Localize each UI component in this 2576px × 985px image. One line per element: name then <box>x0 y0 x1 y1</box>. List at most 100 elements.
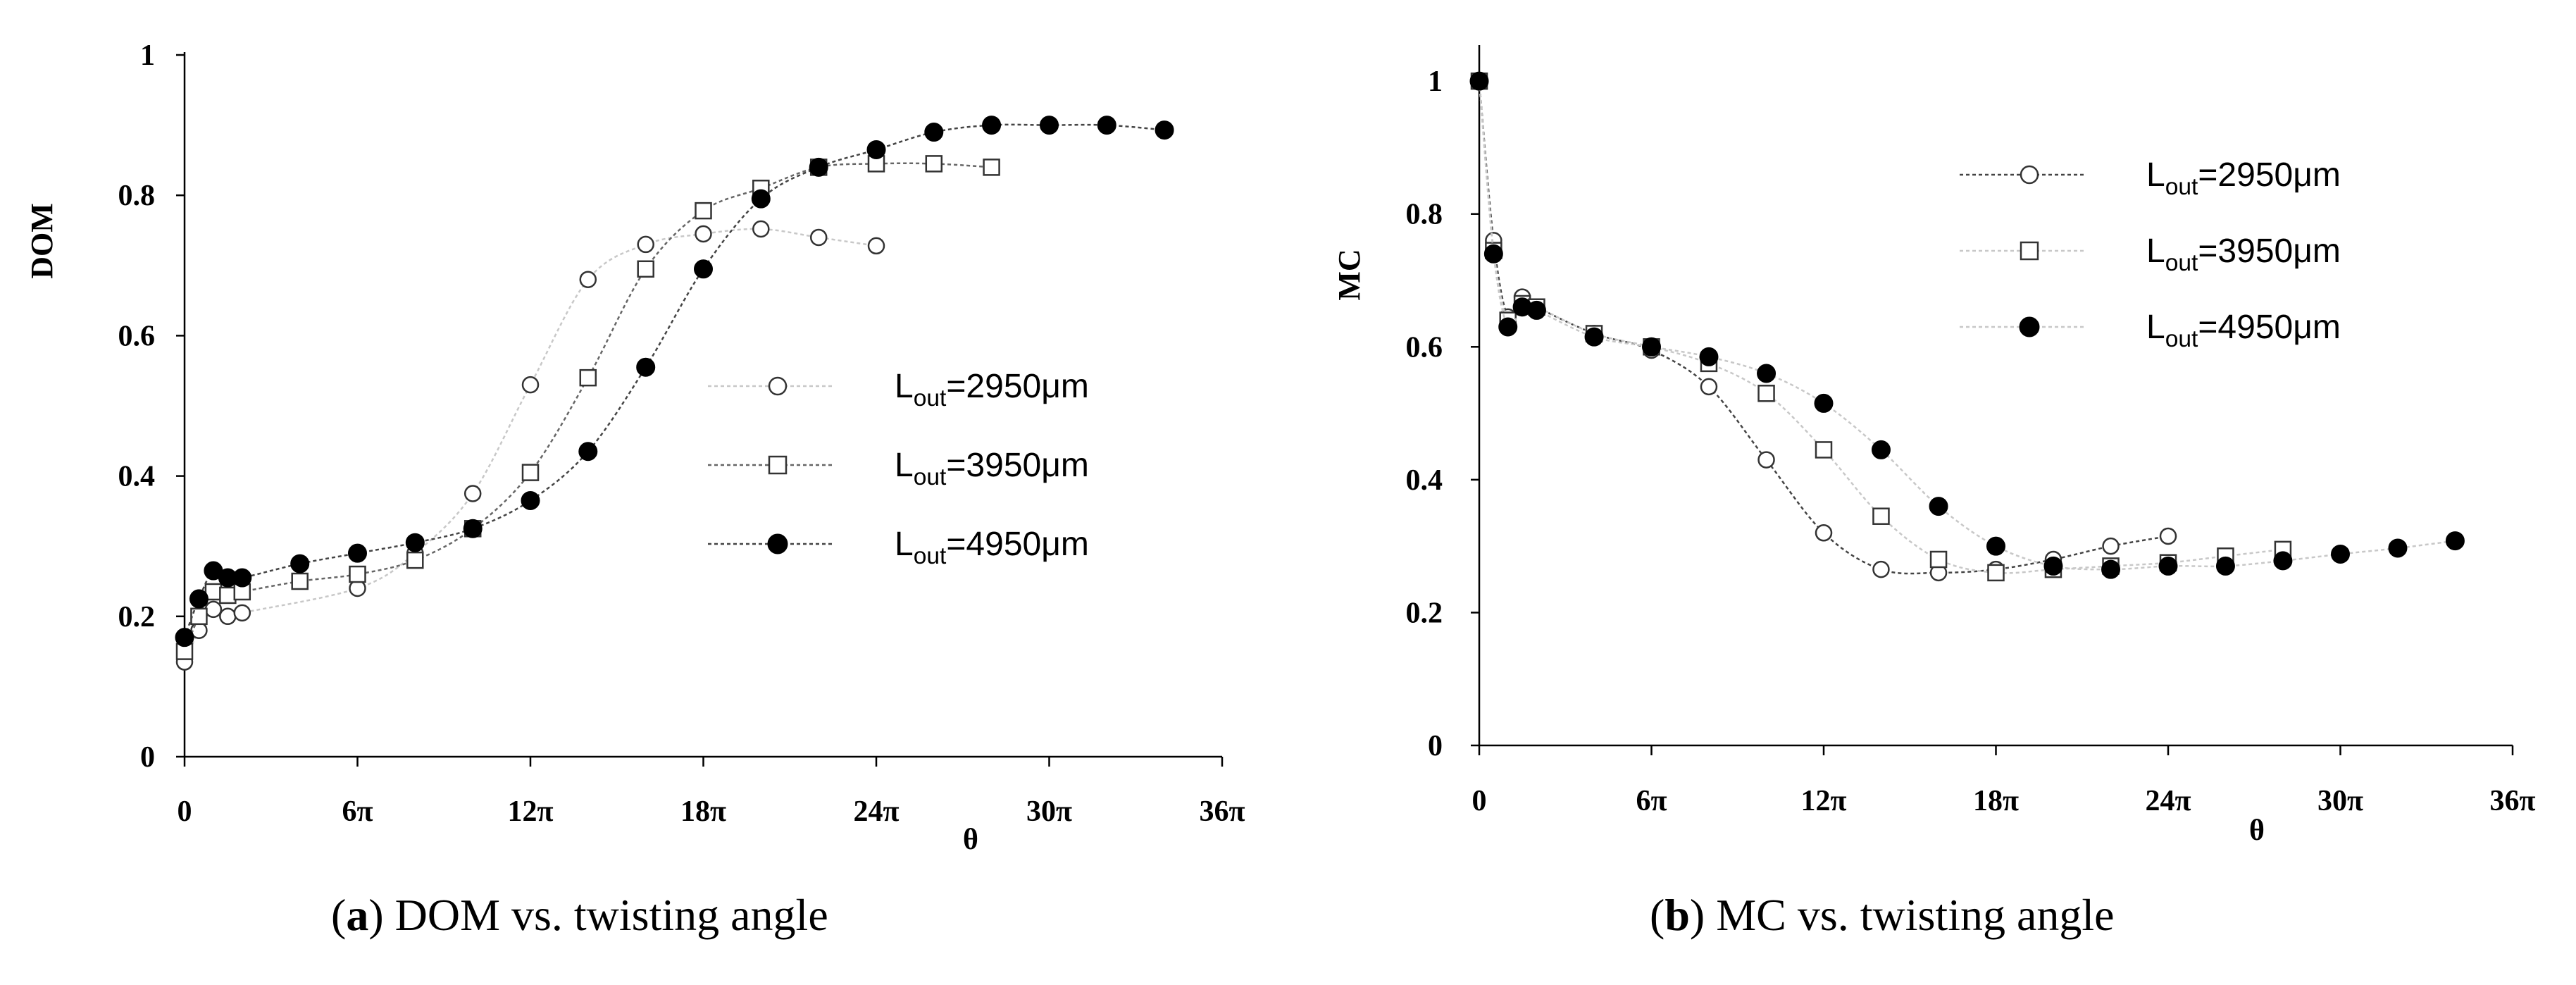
chart-b-data-point <box>1699 347 1719 366</box>
chart-b-y-axis-title: MC <box>1332 249 1367 300</box>
chart-a-data-point <box>219 586 237 605</box>
chart-a-data-point <box>809 228 828 247</box>
chart-a-data-point <box>695 202 712 220</box>
chart-b-legend-marker <box>2019 316 2040 337</box>
chart-a-data-point <box>1097 116 1116 135</box>
chart-a-data-point <box>809 157 828 177</box>
chart-b-data-point <box>1700 378 1718 396</box>
chart-b-y-tick-label: 0.2 <box>1406 597 1443 629</box>
chart-b-legend-label: Lout=2950μm <box>2146 156 2341 200</box>
chart-a-y-tick-label: 0.6 <box>118 320 156 352</box>
caption-b-letter: b <box>1665 890 1690 940</box>
chart-a-legend-label: Lout=2950μm <box>895 368 1089 411</box>
chart-a-data-point <box>204 600 223 619</box>
chart-b-legend-label: Lout=4950μm <box>2146 309 2341 352</box>
chart-a-data-point <box>636 357 656 377</box>
chart-b-data-point <box>1815 524 1833 542</box>
chart-b-data-point <box>1872 560 1890 578</box>
chart-a-series-3 <box>175 116 1174 648</box>
chart-a-x-tick-label: 30π <box>1026 795 1072 828</box>
chart-a-x-tick-label: 36π <box>1199 795 1245 828</box>
chart-a-data-point <box>982 116 1002 135</box>
chart-a-data-point <box>866 140 886 159</box>
chart-a-data-point <box>189 589 209 609</box>
chart-a-data-point <box>637 235 654 254</box>
chart-b-series-3 <box>1469 71 2465 579</box>
chart-b-data-point <box>2159 527 2177 545</box>
chart-a-legend-marker <box>768 455 788 475</box>
chart-a-data-point <box>521 490 540 510</box>
chart-a-data-point <box>521 464 540 481</box>
chart-a-legend-entry-3: Lout=4950μm <box>708 526 1089 569</box>
chart-a-data-point <box>233 604 251 622</box>
chart-a-legend-entry-2: Lout=3950μm <box>708 447 1089 490</box>
chart-b-legend-marker <box>2020 241 2039 261</box>
chart-a-legend-entry-1: Lout=2950μm <box>708 368 1089 411</box>
chart-b-data-point <box>2388 538 2408 558</box>
chart-b-data-point <box>1498 317 1518 337</box>
chart-b-data-point <box>1757 385 1775 402</box>
chart-b-data-point <box>1929 497 1948 516</box>
chart-a-x-tick-label: 6π <box>342 795 373 828</box>
chart-b-x-tick-label: 18π <box>1973 785 2019 817</box>
chart-a-data-point <box>867 237 885 255</box>
chart-b-data-point <box>2102 537 2120 555</box>
chart-a-data-point <box>924 123 944 142</box>
chart-b-y-tick-label: 0.8 <box>1406 199 1443 231</box>
chart-a-data-point <box>1040 116 1059 135</box>
chart-a-y-tick-label: 0.8 <box>118 180 156 212</box>
chart-b-data-point <box>2043 556 2063 576</box>
chart-a-y-tick-label: 0.4 <box>118 461 156 493</box>
chart-a-data-point <box>578 442 598 461</box>
chart-a-data-point <box>752 220 770 238</box>
chart-b-legend-marker <box>2020 165 2039 185</box>
chart-a-data-point <box>579 368 597 387</box>
chart-a-legend-marker <box>768 376 788 396</box>
chart-a-data-point <box>463 485 482 502</box>
chart-a-data-point <box>349 565 366 583</box>
chart-b-data-point <box>1815 441 1833 459</box>
chart-a-y-axis-title: DOM <box>25 203 59 279</box>
chart-a-data-point <box>232 568 252 588</box>
chart-b-mc-vs-twisting-angle: 0 0.2 0.4 0.6 0.8 1 0 6π 12π 18π 24π 30π 36π MC θ Lout=… <box>1332 45 2536 847</box>
chart-a-y-tick-label: 0.2 <box>118 601 156 633</box>
chart-a-x-tick-label: 0 <box>178 795 192 828</box>
chart-b-x-axis-title: θ <box>2249 814 2265 847</box>
chart-b-data-point <box>1929 550 1948 569</box>
chart-b-legend-entry-3: Lout=4950μm <box>1960 309 2341 352</box>
chart-a-series-1 <box>175 220 885 671</box>
chart-a-data-point <box>694 259 713 279</box>
chart-a-data-point <box>695 225 712 243</box>
chart-a-data-point <box>637 260 654 278</box>
chart-a-data-point <box>348 543 367 563</box>
chart-a-data-point <box>290 554 310 574</box>
caption-a-letter: a <box>346 890 369 940</box>
chart-a-legend-marker <box>767 533 788 555</box>
chart-a-data-point <box>463 519 483 538</box>
chart-b-y-tick-label: 1 <box>1428 66 1443 98</box>
caption-a-text: DOM vs. twisting angle <box>383 890 828 940</box>
chart-a-y-tick-label: 0 <box>140 741 155 774</box>
chart-a-dom-vs-twisting-angle: 0 0.2 0.4 0.6 0.8 1 0 6π 12π 18π 24π 30π 36π DOM θ Lout… <box>25 39 1245 856</box>
chart-b-data-point <box>1871 440 1891 459</box>
chart-a-y-tick-label: 1 <box>140 39 155 72</box>
chart-b-data-point <box>1642 337 1661 357</box>
caption-b-close-paren: ) <box>1689 890 1705 940</box>
chart-a-data-point <box>405 533 425 552</box>
chart-b-y-tick-label: 0 <box>1428 730 1443 762</box>
chart-a-x-tick-label: 18π <box>680 795 726 828</box>
chart-b-y-tick-label: 0.6 <box>1406 331 1443 364</box>
chart-b-data-point <box>1986 536 2005 556</box>
chart-b-series-line <box>1478 81 2169 575</box>
chart-a-series-2 <box>175 155 1000 660</box>
chart-b-legend-entry-1: Lout=2950μm <box>1960 156 2341 200</box>
chart-b-x-tick-label: 6π <box>1636 785 1667 817</box>
chart-a-data-point <box>925 155 943 173</box>
chart-a-data-point <box>175 628 194 648</box>
chart-b-data-point <box>1526 300 1546 320</box>
chart-b-x-tick-label: 36π <box>2489 785 2535 817</box>
chart-a-data-point <box>406 551 424 569</box>
chart-b-data-point <box>1584 327 1604 347</box>
chart-a-x-tick-label: 24π <box>853 795 899 828</box>
